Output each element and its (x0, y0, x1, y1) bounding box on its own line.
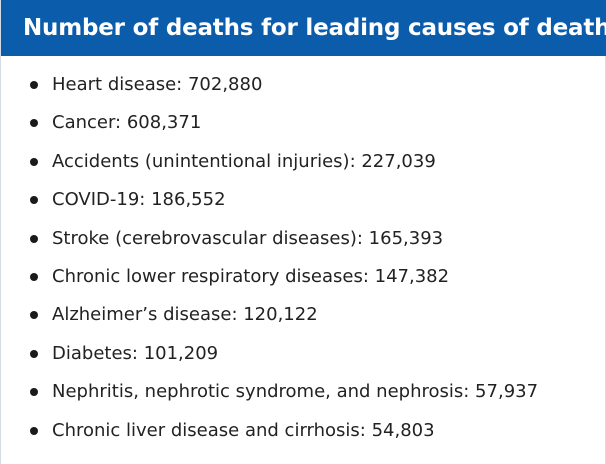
bullet-icon (30, 426, 38, 435)
cause-label: Heart disease: 702,880 (52, 74, 263, 95)
bullet-icon (30, 388, 38, 397)
cause-label: Chronic lower respiratory diseases: 147,… (52, 265, 450, 287)
bullet-icon (30, 119, 38, 128)
bullet-icon (30, 81, 38, 89)
cause-label: Stroke (cerebrovascular diseases): 165,3… (52, 227, 444, 249)
bullet-icon (30, 157, 38, 166)
card-title: Number of deaths for leading causes of d… (23, 15, 606, 41)
cause-label: Chronic liver disease and cirrhosis: 54,… (52, 419, 435, 441)
bullet-icon (30, 349, 38, 358)
cause-label: COVID-19: 186,552 (52, 189, 226, 211)
cause-label: Nephritis, nephrotic syndrome, and nephr… (52, 381, 539, 403)
bullet-icon (30, 196, 38, 205)
card-header: Number of deaths for leading causes of d… (1, 0, 606, 56)
cause-label: Diabetes: 101,209 (52, 342, 219, 364)
bullet-icon (30, 311, 38, 320)
cause-label: Cancer: 608,371 (52, 112, 202, 134)
bullet-icon (30, 234, 38, 243)
cause-label: Alzheimer’s disease: 120,122 (52, 304, 318, 326)
bullet-icon (30, 272, 38, 281)
cause-label: Accidents (unintentional injuries): 227,… (52, 150, 436, 172)
